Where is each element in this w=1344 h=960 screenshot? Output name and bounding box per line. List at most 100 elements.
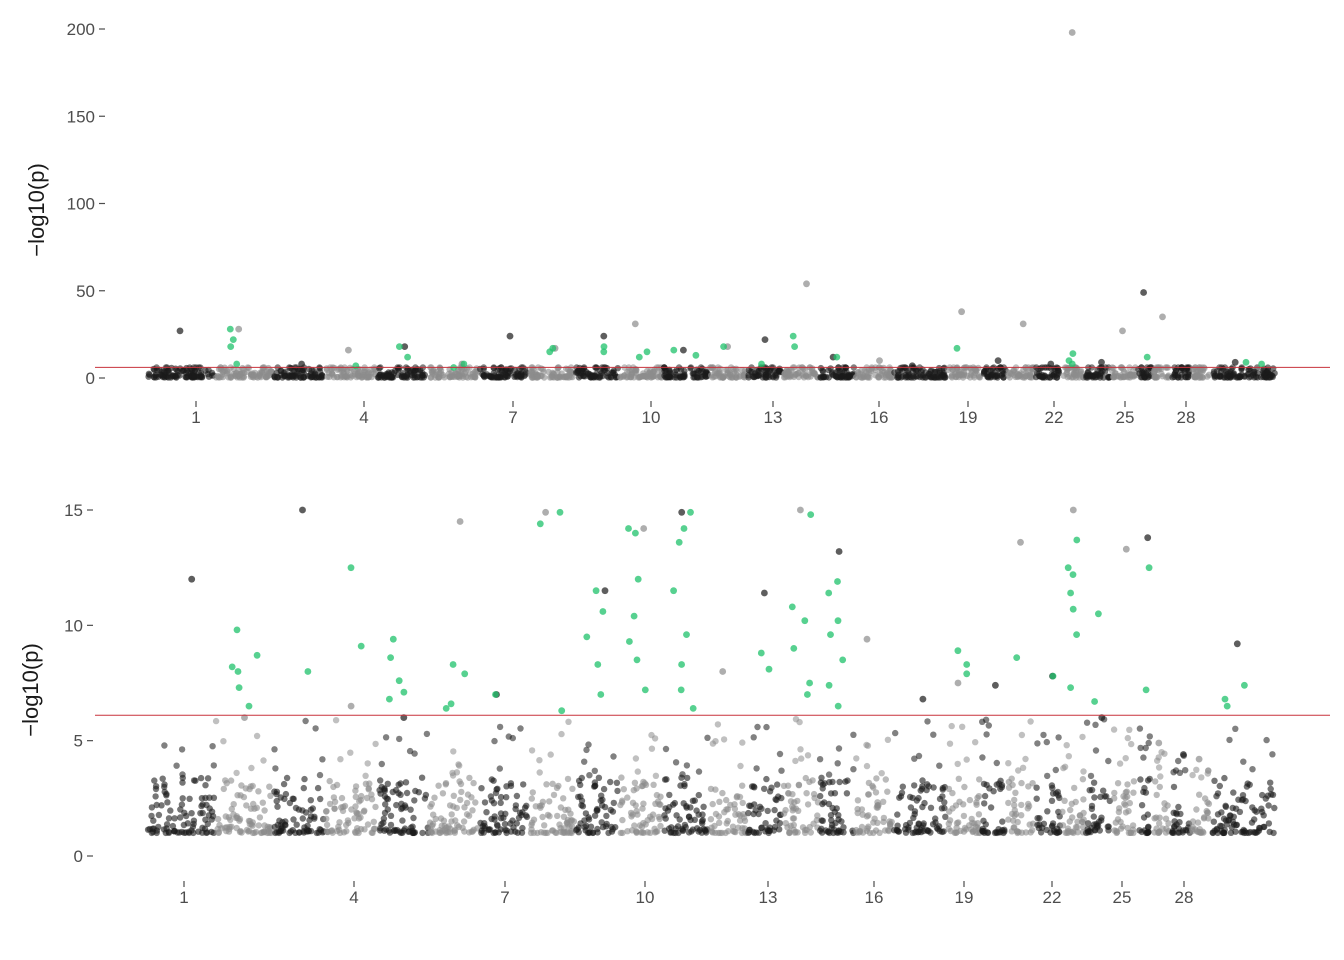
snp-point — [644, 817, 651, 824]
snp-point — [1033, 784, 1040, 791]
snp-point — [317, 374, 325, 381]
snp-point — [933, 368, 941, 376]
peak-point — [1180, 751, 1187, 758]
snp-point — [1269, 751, 1276, 758]
snp-point — [707, 816, 715, 823]
snp-point — [543, 781, 550, 788]
snp-point — [1230, 789, 1237, 796]
snp-point — [503, 794, 510, 801]
snp-point — [1251, 807, 1258, 814]
snp-point — [1244, 780, 1251, 787]
x-tick-label: 10 — [636, 888, 655, 907]
snp-point — [529, 789, 536, 796]
significant-point — [692, 351, 700, 359]
snp-point — [216, 374, 223, 381]
y-tick-label: 5 — [74, 732, 83, 751]
snp-point — [623, 374, 630, 381]
peak-point — [803, 280, 810, 288]
snp-point — [985, 722, 992, 729]
snp-point — [497, 815, 505, 822]
snp-point — [544, 829, 551, 836]
peak-point — [542, 508, 549, 516]
peak-point — [678, 508, 686, 516]
snp-point — [1161, 805, 1168, 813]
snp-point — [1114, 780, 1122, 787]
snp-point — [171, 828, 178, 835]
scatter-points-bottom — [144, 506, 1278, 837]
snp-point — [726, 371, 734, 378]
snp-point — [568, 817, 576, 824]
snp-point — [255, 822, 262, 829]
snp-point — [1068, 800, 1076, 807]
snp-point — [1018, 801, 1025, 809]
snp-point — [345, 819, 352, 827]
snp-point — [586, 772, 593, 779]
significant-point — [228, 663, 236, 671]
significant-point — [789, 332, 797, 340]
snp-point — [597, 797, 604, 804]
snp-point — [468, 828, 475, 835]
snp-point — [1033, 795, 1040, 802]
snp-point — [180, 821, 188, 829]
snp-point — [407, 806, 414, 813]
snp-point — [310, 367, 318, 375]
snp-point — [326, 777, 333, 785]
snp-point — [177, 806, 184, 813]
snp-point — [496, 765, 503, 772]
snp-point — [778, 767, 785, 774]
snp-point — [699, 811, 706, 818]
peak-point — [719, 668, 727, 675]
snp-point — [780, 782, 788, 790]
snp-point — [651, 735, 659, 742]
snp-point — [581, 824, 589, 831]
significant-point — [400, 688, 408, 696]
snp-point — [397, 791, 404, 798]
snp-point — [1129, 822, 1137, 829]
snp-point — [454, 822, 461, 829]
snp-point — [165, 815, 173, 822]
peak-point — [1017, 538, 1024, 546]
snp-point — [421, 795, 429, 802]
snp-point — [265, 825, 272, 833]
snp-point — [1071, 784, 1078, 792]
snp-point — [755, 810, 762, 818]
snp-point — [1048, 797, 1056, 804]
significant-point — [386, 695, 393, 703]
snp-point — [1130, 789, 1137, 796]
significant-point — [447, 700, 455, 708]
snp-point — [819, 800, 826, 808]
significant-point — [954, 647, 962, 655]
snp-point — [179, 795, 186, 802]
snp-point — [512, 802, 520, 809]
significant-point — [687, 508, 694, 516]
snp-point — [534, 829, 541, 837]
snp-point — [152, 374, 160, 381]
snp-point — [684, 774, 691, 782]
snp-point — [654, 828, 661, 835]
snp-point — [149, 825, 156, 832]
significant-point — [683, 631, 690, 638]
snp-point — [582, 810, 590, 817]
significant-point — [839, 656, 847, 664]
peak-point — [235, 325, 243, 333]
snp-point — [1063, 742, 1070, 749]
snp-point — [233, 824, 240, 832]
snp-point — [539, 813, 546, 821]
snp-point — [1008, 828, 1015, 835]
snp-point — [898, 789, 906, 796]
y-axis-label-top: −log10(p) — [24, 163, 49, 257]
snp-point — [1140, 754, 1147, 761]
snp-point — [687, 816, 694, 824]
snp-point — [256, 814, 264, 821]
snp-point — [507, 782, 515, 790]
peak-point — [1019, 320, 1027, 328]
snp-point — [323, 821, 331, 829]
snp-point — [491, 737, 498, 745]
snp-point — [634, 768, 641, 775]
snp-point — [1074, 818, 1081, 825]
peak-point — [298, 360, 305, 368]
snp-point — [377, 777, 384, 784]
snp-point — [330, 794, 338, 801]
snp-point — [982, 716, 990, 723]
snp-point — [368, 796, 376, 803]
